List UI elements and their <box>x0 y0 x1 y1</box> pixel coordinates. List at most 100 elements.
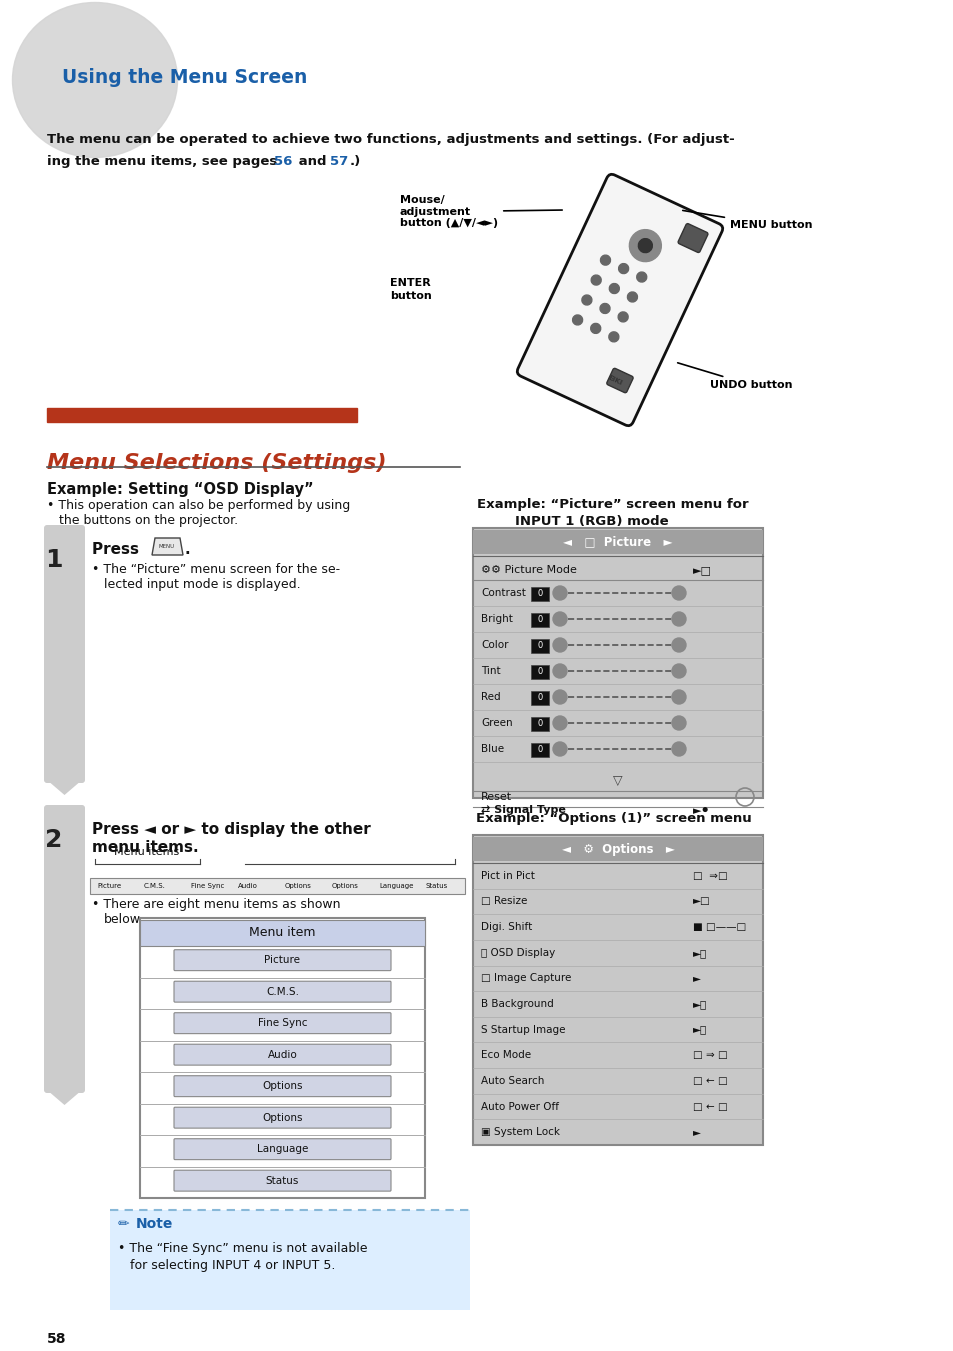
Text: menu items.: menu items. <box>91 840 198 855</box>
Text: Press: Press <box>91 542 144 557</box>
Circle shape <box>553 638 566 653</box>
Circle shape <box>609 284 618 293</box>
Bar <box>473 530 762 554</box>
Text: Red: Red <box>480 692 500 703</box>
Text: 58: 58 <box>47 1332 67 1346</box>
Text: • The “Picture” menu screen for the se-: • The “Picture” menu screen for the se- <box>91 563 340 576</box>
Text: ✏: ✏ <box>118 1217 130 1231</box>
Text: Bright: Bright <box>480 613 513 624</box>
Text: ►⎕: ►⎕ <box>692 948 706 958</box>
Text: □ ⇒ □: □ ⇒ □ <box>692 1050 727 1061</box>
Text: 0: 0 <box>537 642 542 650</box>
Text: 0: 0 <box>537 693 542 703</box>
Text: ►⎕: ►⎕ <box>692 998 706 1009</box>
Text: Audio: Audio <box>268 1050 297 1059</box>
Text: .): .) <box>350 155 361 168</box>
Bar <box>531 743 548 757</box>
Text: Menu items: Menu items <box>114 847 179 857</box>
Text: Example: “Options (1)” screen menu: Example: “Options (1)” screen menu <box>476 812 751 825</box>
Text: □ Resize: □ Resize <box>480 897 527 907</box>
Text: Color: Color <box>480 640 508 650</box>
Text: Example: Setting “OSD Display”: Example: Setting “OSD Display” <box>47 482 314 497</box>
Text: 0: 0 <box>537 667 542 677</box>
Circle shape <box>590 323 600 334</box>
Text: Reset: Reset <box>480 792 512 802</box>
Polygon shape <box>47 1090 82 1105</box>
Text: □  ⇒□: □ ⇒□ <box>692 871 727 881</box>
Text: Status: Status <box>266 1175 299 1186</box>
Bar <box>473 838 762 861</box>
Text: Fine Sync: Fine Sync <box>257 1019 307 1028</box>
Text: 2: 2 <box>45 828 63 852</box>
Text: ►: ► <box>692 1127 700 1138</box>
Circle shape <box>636 272 646 282</box>
Text: □ ← □: □ ← □ <box>692 1075 727 1086</box>
FancyBboxPatch shape <box>173 981 391 1002</box>
Polygon shape <box>47 780 82 794</box>
Text: Eco Mode: Eco Mode <box>480 1050 531 1061</box>
Text: ■ □——□: ■ □——□ <box>692 923 745 932</box>
Bar <box>47 408 356 422</box>
Text: ◄   ⚙  Options   ►: ◄ ⚙ Options ► <box>561 843 674 855</box>
Text: MENU button: MENU button <box>682 211 812 230</box>
Text: Fine Sync: Fine Sync <box>191 884 224 889</box>
Text: ⇄ Signal Type: ⇄ Signal Type <box>480 805 565 815</box>
Text: Pict in Pict: Pict in Pict <box>480 871 535 881</box>
Text: 57: 57 <box>330 155 348 168</box>
Text: ►□: ►□ <box>692 897 710 907</box>
Text: ►: ► <box>692 973 700 984</box>
Circle shape <box>553 663 566 678</box>
Text: for selecting INPUT 4 or INPUT 5.: for selecting INPUT 4 or INPUT 5. <box>130 1259 335 1273</box>
Circle shape <box>553 742 566 757</box>
Circle shape <box>618 263 628 274</box>
FancyBboxPatch shape <box>173 1075 391 1097</box>
Text: Note: Note <box>136 1217 173 1231</box>
Circle shape <box>671 663 685 678</box>
Circle shape <box>553 612 566 626</box>
Text: INPUT 1 (RGB) mode: INPUT 1 (RGB) mode <box>515 515 668 528</box>
FancyBboxPatch shape <box>173 950 391 970</box>
Text: Picture: Picture <box>264 955 300 965</box>
FancyBboxPatch shape <box>173 1108 391 1128</box>
Text: Audio: Audio <box>237 884 257 889</box>
Text: Options: Options <box>262 1081 302 1092</box>
Text: Tint: Tint <box>480 666 500 676</box>
Text: ▽: ▽ <box>613 774 622 788</box>
Text: 0: 0 <box>537 720 542 728</box>
Text: Options: Options <box>285 884 312 889</box>
Text: button: button <box>390 290 432 301</box>
Text: ⚙⚙ Picture Mode: ⚙⚙ Picture Mode <box>480 565 577 576</box>
Text: Auto Search: Auto Search <box>480 1075 544 1086</box>
Text: Mouse/
adjustment
button (▲/▼/◄►): Mouse/ adjustment button (▲/▼/◄►) <box>399 195 561 228</box>
Circle shape <box>629 230 660 262</box>
Text: ►⚫: ►⚫ <box>692 805 710 815</box>
Circle shape <box>671 586 685 600</box>
Text: ►□: ►□ <box>692 565 711 576</box>
Text: Example: “Picture” screen menu for: Example: “Picture” screen menu for <box>476 499 748 511</box>
Circle shape <box>608 332 618 342</box>
FancyBboxPatch shape <box>173 1013 391 1034</box>
Bar <box>531 613 548 627</box>
Text: • The “Fine Sync” menu is not available: • The “Fine Sync” menu is not available <box>118 1242 367 1255</box>
Text: C.M.S.: C.M.S. <box>266 986 298 997</box>
Text: □ Image Capture: □ Image Capture <box>480 973 571 984</box>
Text: C.M.S.: C.M.S. <box>144 884 166 889</box>
Text: EIKI: EIKI <box>606 374 622 386</box>
FancyBboxPatch shape <box>517 174 722 426</box>
Bar <box>531 586 548 601</box>
Text: Auto Power Off: Auto Power Off <box>480 1101 558 1112</box>
Text: Green: Green <box>480 717 512 728</box>
Circle shape <box>553 716 566 730</box>
Circle shape <box>599 255 610 265</box>
Text: Using the Menu Screen: Using the Menu Screen <box>62 68 307 86</box>
Bar <box>140 920 424 946</box>
Text: Digi. Shift: Digi. Shift <box>480 923 532 932</box>
Circle shape <box>572 315 582 326</box>
Circle shape <box>627 292 637 303</box>
Circle shape <box>671 690 685 704</box>
Text: 56: 56 <box>274 155 292 168</box>
Circle shape <box>618 312 627 322</box>
Polygon shape <box>152 538 183 555</box>
Text: and: and <box>294 155 331 168</box>
Text: 0: 0 <box>537 616 542 624</box>
